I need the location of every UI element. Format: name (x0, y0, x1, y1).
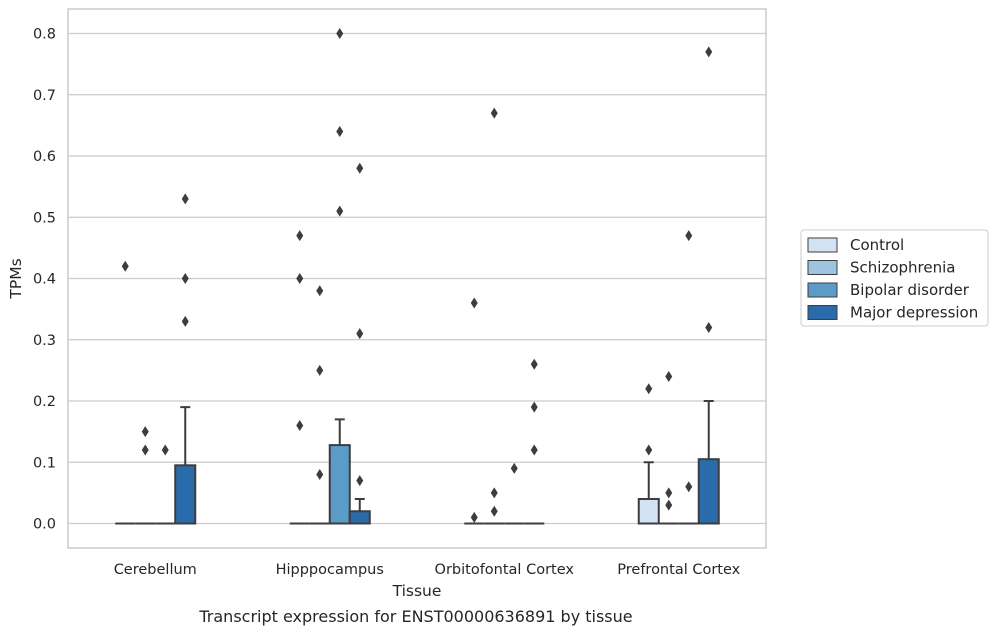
box-series (115, 400, 720, 525)
outlier-point (336, 126, 344, 137)
outlier-point (141, 426, 149, 438)
outlier-point (356, 162, 364, 174)
outlier-point (356, 328, 364, 340)
legend-label: Major depression (850, 304, 978, 322)
legend-item: Bipolar disorder (807, 281, 970, 299)
y-tick-label: 0.1 (33, 455, 56, 471)
outlier-point (490, 505, 498, 517)
outlier-point (665, 499, 673, 511)
outlier-point (490, 107, 498, 119)
legend-frame (800, 229, 989, 327)
x-tick-labels: Cerebellum Hipppocampus Orbitofontal Corte… (114, 562, 741, 578)
outlier-point (510, 462, 518, 474)
outlier-point (296, 230, 304, 242)
y-tick-labels: 0.0 0.1 0.2 0.3 0.4 0.5 0.6 0.7 0.8 (33, 27, 56, 533)
y-tick-label: 0.7 (33, 88, 56, 104)
outlier-points (121, 28, 713, 523)
outlier-point (685, 230, 693, 242)
outlier-point (645, 444, 653, 456)
chart-caption: Transcript expression for ENST0000063689… (198, 607, 632, 626)
x-axis-label: Tissue (392, 582, 442, 600)
x-tick-label: Hipppocampus (276, 562, 384, 578)
outlier-point (665, 371, 673, 382)
y-axis-label: TPMs (7, 258, 25, 299)
legend-item: Control (807, 236, 904, 254)
box-body (328, 444, 351, 525)
outlier-point (530, 401, 538, 413)
legend-swatch (807, 260, 838, 275)
outlier-point (470, 297, 478, 309)
y-tick-label: 0.2 (33, 394, 56, 410)
outlier-point (336, 205, 344, 217)
outlier-point (685, 481, 693, 493)
outlier-point (336, 28, 344, 39)
y-tick-label: 0.6 (33, 149, 56, 165)
y-tick-label: 0.0 (33, 517, 56, 533)
legend-swatch (807, 282, 838, 298)
outlier-point (181, 193, 189, 205)
legend-swatch (807, 237, 838, 253)
outlier-point (316, 285, 324, 297)
y-tick-label: 0.4 (33, 272, 56, 288)
outlier-point (121, 260, 129, 272)
legend-item: Schizophrenia (807, 259, 955, 277)
box-bipolar-disorder (328, 418, 351, 525)
outlier-point (181, 315, 189, 327)
x-tick-label: Cerebellum (114, 562, 197, 578)
box-body (174, 464, 197, 525)
outlier-point (705, 322, 713, 333)
outlier-point (141, 444, 149, 456)
outlier-point (705, 46, 713, 58)
y-tick-label: 0.5 (33, 210, 56, 226)
box-body (348, 510, 371, 525)
x-tick-label: Orbitofontal Cortex (435, 562, 575, 578)
legend-label: Bipolar disorder (850, 281, 970, 299)
outlier-point (181, 273, 189, 284)
outlier-point (316, 364, 324, 376)
legend-swatch (807, 305, 838, 320)
x-tick-label: Prefrontal Cortex (617, 562, 740, 578)
outlier-point (296, 273, 304, 284)
plot-frame (67, 8, 767, 549)
box-control (637, 461, 660, 525)
outlier-point (645, 383, 653, 395)
outlier-point (665, 487, 673, 499)
outlier-point (470, 511, 478, 523)
box-major-depression (174, 406, 197, 525)
outlier-point (296, 420, 304, 431)
y-tick-label: 0.8 (33, 27, 56, 43)
legend-label: Control (850, 236, 904, 254)
outlier-point (316, 469, 324, 480)
grid-lines (68, 32, 766, 525)
outlier-point (356, 475, 364, 487)
box-major-depression (697, 400, 720, 525)
outlier-point (530, 358, 538, 370)
box-body (697, 458, 720, 525)
outlier-point (530, 444, 538, 456)
box-body (637, 498, 660, 525)
box-major-depression (348, 498, 371, 525)
outlier-point (161, 444, 169, 456)
outlier-point (490, 487, 498, 499)
legend-label: Schizophrenia (850, 259, 955, 277)
legend-item: Major depression (807, 304, 978, 322)
y-tick-label: 0.3 (33, 333, 56, 349)
legend: Control Schizophrenia Bipolar disorder Majo… (800, 229, 989, 327)
